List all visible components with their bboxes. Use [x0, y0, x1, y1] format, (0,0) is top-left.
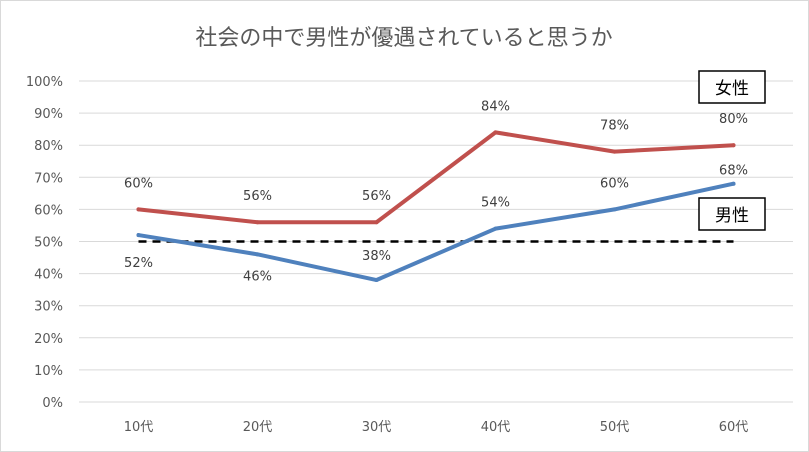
y-axis-ticks: 0% 10% 20% 30% 40% 50% 60% 70% 80% 90% 100% [26, 75, 63, 411]
y-tick-label: 30% [34, 300, 63, 315]
x-tick-label: 30代 [362, 420, 392, 435]
data-labels: 60% 56% 56% 84% 78% 80% 52% 46% 38% 54% 60% 68% [124, 99, 748, 284]
data-point [731, 181, 736, 186]
data-label: 80% [719, 112, 748, 127]
y-tick-label: 40% [34, 268, 63, 283]
data-label: 78% [600, 119, 629, 134]
x-tick-label: 20代 [243, 420, 273, 435]
chart-title: 社会の中で男性が優遇されていると思うか [195, 26, 612, 51]
data-label: 68% [719, 164, 748, 179]
series-line-0 [136, 130, 736, 225]
legend-label: 男性 [715, 206, 749, 226]
data-label: 60% [124, 176, 153, 191]
data-label: 84% [481, 99, 510, 114]
y-tick-label: 10% [34, 364, 63, 379]
data-label: 56% [243, 189, 272, 204]
y-tick-label: 70% [34, 171, 63, 186]
x-tick-label: 50代 [600, 420, 630, 435]
y-tick-label: 50% [34, 236, 63, 251]
data-point [612, 207, 617, 212]
y-tick-label: 0% [42, 396, 63, 411]
y-tick-label: 80% [34, 139, 63, 154]
x-tick-label: 40代 [481, 420, 511, 435]
series-layer [136, 130, 736, 283]
x-tick-label: 60代 [719, 420, 749, 435]
y-tick-label: 20% [34, 332, 63, 347]
data-point [374, 278, 379, 283]
data-point [136, 207, 141, 212]
data-point [493, 130, 498, 135]
data-label: 54% [481, 196, 510, 211]
data-label: 56% [362, 189, 391, 204]
legend-box [698, 197, 766, 231]
y-tick-label: 100% [26, 75, 63, 90]
series-line-1 [136, 181, 736, 283]
data-point [255, 252, 260, 257]
data-point [374, 220, 379, 225]
y-tick-label: 90% [34, 107, 63, 122]
data-label: 60% [600, 176, 629, 191]
legend-box [698, 70, 766, 104]
legend-label: 女性 [715, 79, 749, 99]
data-label: 52% [124, 256, 153, 271]
data-label: 38% [362, 249, 391, 264]
data-point [493, 226, 498, 231]
x-tick-label: 10代 [124, 420, 154, 435]
data-point [255, 220, 260, 225]
x-axis-ticks: 10代 20代 30代 40代 50代 60代 [124, 420, 749, 435]
data-label: 46% [243, 269, 272, 284]
y-tick-label: 60% [34, 203, 63, 218]
data-point [731, 143, 736, 148]
data-point [612, 149, 617, 154]
data-point [136, 233, 141, 238]
